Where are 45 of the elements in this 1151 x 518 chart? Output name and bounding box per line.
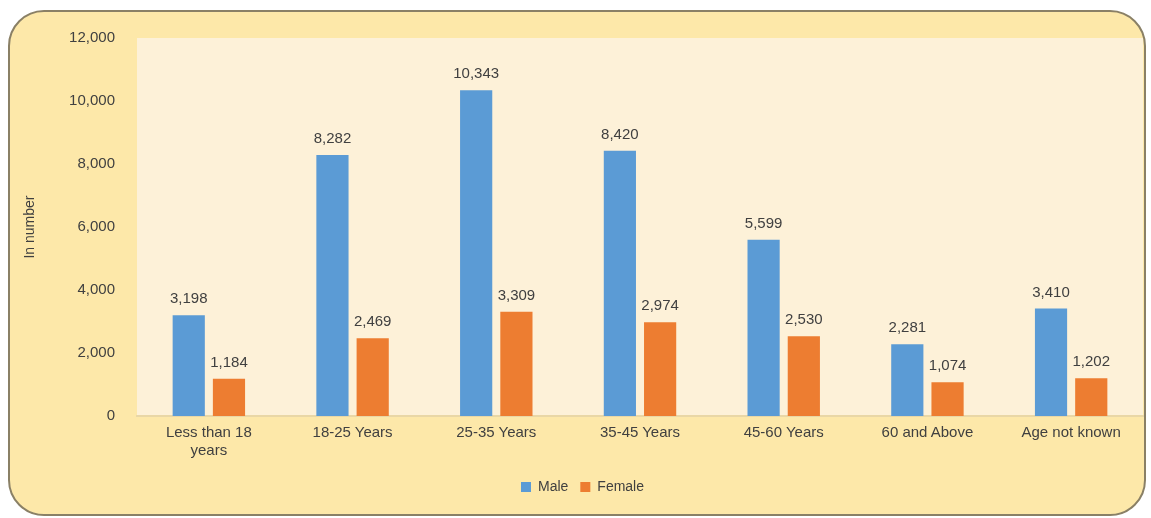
bar	[787, 336, 820, 416]
data-label: 2,281	[888, 318, 927, 336]
data-label: 2,530	[785, 310, 823, 328]
y-tick-label: 10,000	[69, 91, 115, 109]
x-tick-label: Less than 18 years	[165, 423, 252, 459]
x-tick-label: Age not known	[1021, 423, 1121, 441]
bar	[356, 338, 389, 416]
data-label: 3,198	[169, 289, 208, 307]
data-label: 2,469	[353, 312, 392, 330]
x-tick-label: 60 and Above	[881, 423, 974, 441]
bar	[460, 90, 493, 416]
data-label: 1,184	[210, 352, 248, 370]
bar	[644, 322, 677, 416]
x-tick-label: 18-25 Years	[312, 423, 393, 441]
y-axis-title: In number	[21, 195, 38, 259]
legend-label: Male	[537, 477, 569, 494]
y-tick-label: 6,000	[77, 217, 115, 235]
data-label: 10,343	[453, 64, 500, 82]
bar	[1075, 378, 1108, 416]
y-tick-label: 4,000	[77, 280, 115, 298]
y-tick-label: 8,000	[77, 154, 115, 172]
x-tick-label: 45-60 Years	[743, 423, 824, 441]
bar	[747, 239, 780, 416]
data-label: 8,282	[313, 129, 352, 147]
data-label: 3,410	[1032, 282, 1070, 300]
y-tick-label: 2,000	[77, 343, 115, 361]
data-label: 3,309	[497, 285, 536, 303]
y-tick-label: 0	[106, 406, 115, 424]
x-tick-label: 25-35 Years	[456, 423, 537, 441]
bar	[212, 378, 246, 416]
data-label: 2,974	[641, 296, 679, 314]
bar	[172, 315, 205, 416]
y-tick-label: 12,000	[69, 28, 115, 46]
bar	[603, 150, 636, 416]
bar	[931, 382, 964, 416]
bar	[1034, 308, 1068, 416]
data-label: 1,202	[1072, 352, 1111, 370]
bar	[316, 155, 349, 416]
bar	[891, 344, 924, 416]
x-tick-label: 35-45 Years	[599, 423, 681, 441]
bar	[500, 311, 533, 416]
data-label: 1,074	[928, 356, 967, 374]
legend-label: Female	[597, 477, 645, 494]
data-label: 5,599	[744, 213, 783, 231]
data-label: 8,420	[601, 124, 639, 142]
